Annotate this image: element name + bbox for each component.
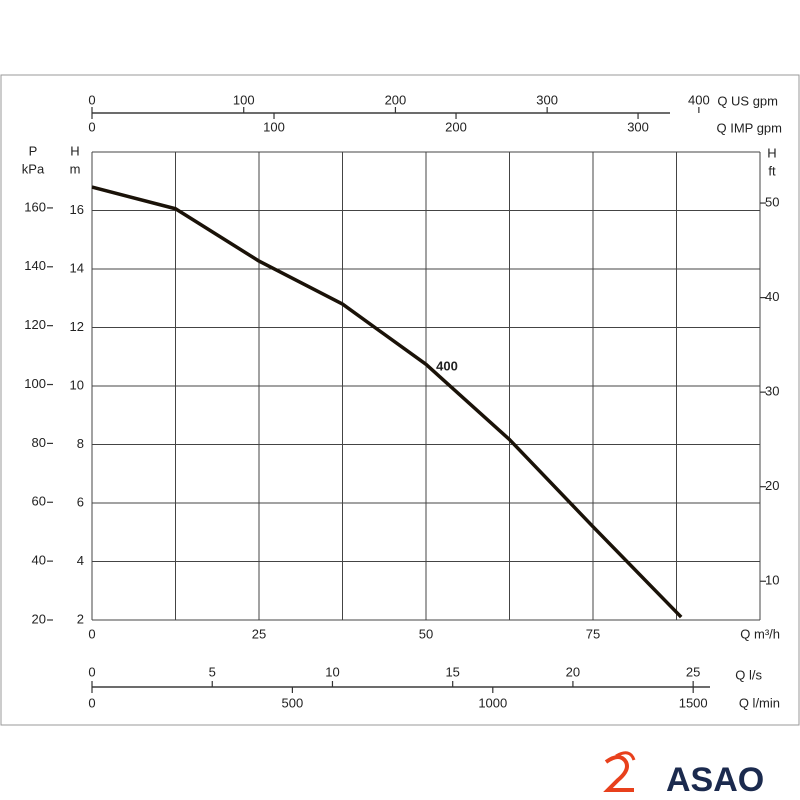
- y-tick-label: 12: [70, 319, 84, 334]
- ls_axis-tick-label: 10: [325, 664, 339, 679]
- x-tick-label: 75: [586, 626, 600, 641]
- pressure-tick-label: 120: [24, 317, 46, 332]
- pressure-tick-label: 40: [32, 553, 46, 568]
- ls_axis-tick-label: 15: [445, 664, 459, 679]
- us-gpm-title: Q US gpm: [717, 93, 778, 108]
- imp_gpm_axis-tick-label: 0: [88, 119, 95, 134]
- pressure-tick-label: 80: [32, 435, 46, 450]
- ls_axis-tick-label: 25: [686, 664, 700, 679]
- y-tick-label: 6: [77, 494, 84, 509]
- y-tick-label: 14: [70, 260, 84, 275]
- y-tick-label: 2: [77, 611, 84, 626]
- logo-mark: [615, 751, 636, 761]
- imp_gpm_axis-tick-label: 200: [445, 119, 467, 134]
- lmin_axis-tick-label: 0: [88, 695, 95, 710]
- pressure-axis-unit: kPa: [22, 161, 45, 176]
- imp-gpm-title: Q IMP gpm: [716, 120, 782, 135]
- y-tick-label: 4: [77, 553, 84, 568]
- ls_axis-tick-label: 20: [566, 664, 580, 679]
- y-tick-label: 8: [77, 436, 84, 451]
- us_gpm_axis-tick-label: 400: [688, 92, 710, 107]
- logo: ASAO: [603, 751, 764, 799]
- us_gpm_axis-tick-label: 100: [233, 92, 255, 107]
- feet-tick-label: 30: [765, 384, 779, 399]
- pressure-tick-label: 100: [24, 376, 46, 391]
- feet-tick-label: 10: [765, 573, 779, 588]
- ls_axis-tick-label: 5: [209, 664, 216, 679]
- x-tick-label: 25: [252, 626, 266, 641]
- ls-title: Q l/s: [735, 667, 762, 682]
- us_gpm_axis-tick-label: 200: [385, 92, 407, 107]
- y-tick-label: 16: [70, 202, 84, 217]
- logo-text: ASAO: [666, 761, 764, 799]
- lmin-title: Q l/min: [739, 695, 780, 710]
- pressure-axis-title: P: [29, 143, 38, 158]
- feet-tick-label: 50: [765, 194, 779, 209]
- logo-mark: [603, 755, 634, 792]
- x-tick-label: 0: [88, 626, 95, 641]
- y-axis-title: H: [70, 143, 79, 158]
- feet-tick-label: 40: [765, 289, 779, 304]
- feet-tick-label: 20: [765, 478, 779, 493]
- imp_gpm_axis-tick-label: 100: [263, 119, 285, 134]
- imp_gpm_axis-tick-label: 300: [627, 119, 649, 134]
- curve-label: 400: [436, 358, 458, 373]
- frame: [0, 74, 800, 726]
- x-tick-label: 50: [419, 626, 433, 641]
- ls_axis-tick-label: 0: [88, 664, 95, 679]
- us_gpm_axis-tick-label: 300: [536, 92, 558, 107]
- pressure-tick-label: 60: [32, 494, 46, 509]
- lmin_axis-tick-label: 1000: [478, 695, 507, 710]
- y-tick-label: 10: [70, 377, 84, 392]
- pressure-tick-label: 140: [24, 258, 46, 273]
- y-axis-unit: m: [70, 161, 81, 176]
- feet-axis-title: H: [767, 145, 776, 160]
- pressure-tick-label: 160: [24, 199, 46, 214]
- x-axis-title: Q m³/h: [740, 626, 780, 641]
- lmin_axis-tick-label: 500: [282, 695, 304, 710]
- lmin_axis-tick-label: 1500: [679, 695, 708, 710]
- pressure-tick-label: 20: [32, 611, 46, 626]
- feet-axis-unit: ft: [768, 163, 776, 178]
- us_gpm_axis-tick-label: 0: [88, 92, 95, 107]
- curve: [91, 185, 683, 619]
